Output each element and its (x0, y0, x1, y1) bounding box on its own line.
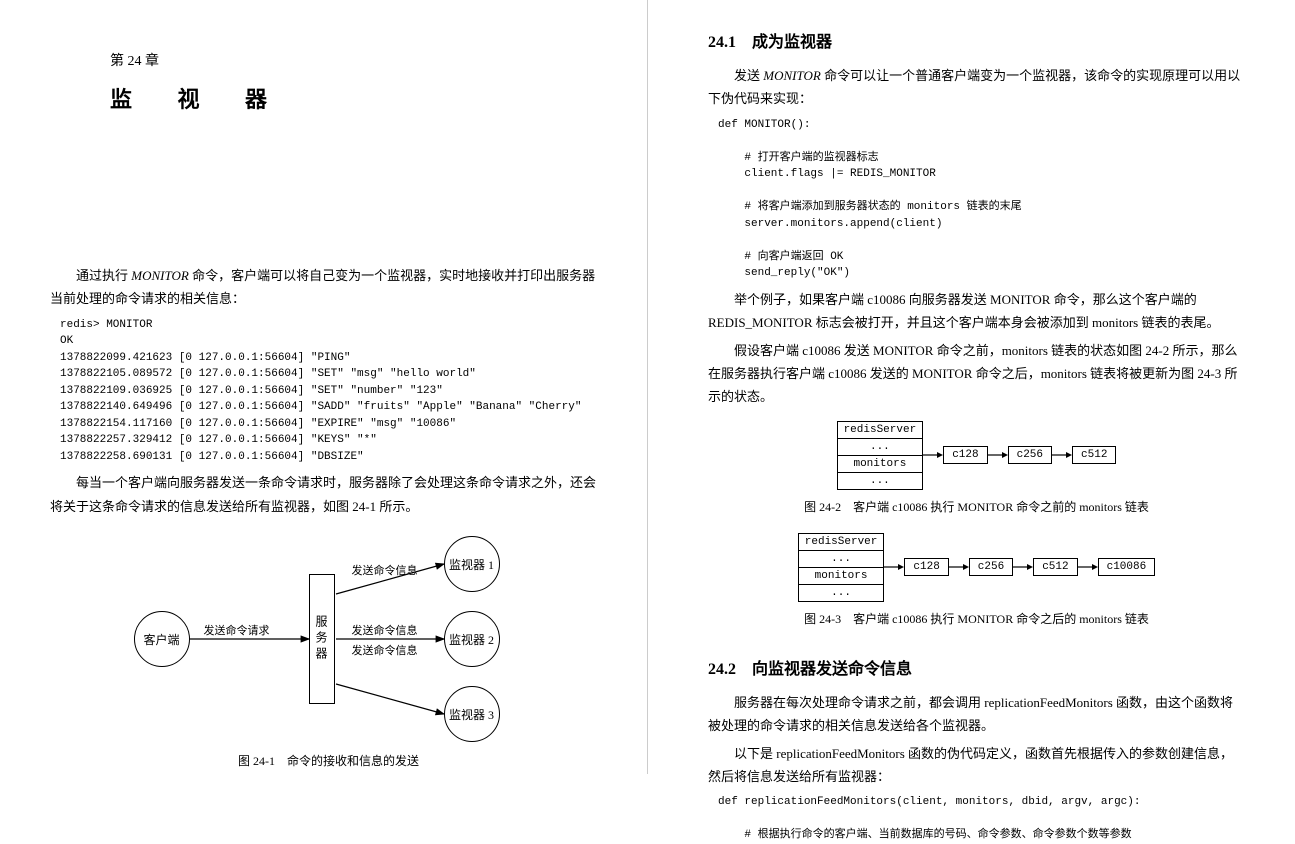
replication-pseudocode: def replicationFeedMonitors(client, moni… (718, 794, 1245, 844)
ll-monitors: monitors (837, 455, 923, 472)
page-left: 第 24 章 监 视 器 通过执行 MONITOR 命令，客户端可以将自己变为一… (0, 0, 647, 774)
ll-node: c10086 (1098, 558, 1156, 576)
arrow-icon (949, 567, 969, 568)
ll-dots: ... (837, 438, 923, 455)
ll-node: c512 (1072, 446, 1116, 464)
intro-paragraph-2: 每当一个客户端向服务器发送一条命令请求时，服务器除了会处理这条命令请求之外，还会… (50, 471, 607, 518)
figure-24-1-caption: 图 24-1 命令的接收和信息的发送 (50, 752, 607, 769)
server-node: 服务器 (309, 574, 335, 704)
monitor-output-code: redis> MONITOR OK 1378822099.421623 [0 1… (60, 317, 607, 466)
ll-header: redisServer (798, 533, 884, 550)
sec1-para2: 举个例子，如果客户端 c10086 向服务器发送 MONITOR 命令，那么这个… (708, 288, 1245, 335)
section-24-1-title: 24.1 成为监视器 (708, 28, 1245, 52)
figure-24-2-diagram: redisServer ... monitors ... c128 c256 c51… (708, 421, 1245, 490)
ll-header: redisServer (837, 421, 923, 438)
page-right: 24.1 成为监视器 发送 MONITOR 命令可以让一个普通客户端变为一个监视… (648, 0, 1295, 774)
info-label-1: 发送命令信息 (352, 562, 418, 578)
arrow-icon (884, 567, 904, 568)
ll-after-nodes: c128 c256 c512 c10086 (884, 558, 1155, 576)
info-label-3: 发送命令信息 (352, 642, 418, 658)
monitor2-node: 监视器 2 (444, 611, 500, 667)
intro-paragraph-1: 通过执行 MONITOR 命令，客户端可以将自己变为一个监视器，实时地接收并打印… (50, 264, 607, 311)
chapter-label: 第 24 章 (110, 50, 607, 70)
section-24-2-title: 24.2 向监视器发送命令信息 (708, 655, 1245, 679)
figure-24-3-caption: 图 24-3 客户端 c10086 执行 MONITOR 命令之后的 monit… (708, 610, 1245, 627)
sec1-para1: 发送 MONITOR 命令可以让一个普通客户端变为一个监视器，该命令的实现原理可… (708, 64, 1245, 111)
ll-before-nodes: c128 c256 c512 (923, 446, 1116, 464)
text: 通过执行 (76, 268, 131, 283)
monitor-cmd: MONITOR (131, 268, 189, 283)
sec2-para1: 服务器在每次处理命令请求之前，都会调用 replicationFeedMonit… (708, 691, 1245, 738)
text: 发送 (734, 68, 763, 83)
info-label-2: 发送命令信息 (352, 622, 418, 638)
redis-server-table: redisServer ... monitors ... (798, 533, 885, 602)
monitor3-node: 监视器 3 (444, 686, 500, 742)
figure-24-1: 客户端 服务器 监视器 1 监视器 2 监视器 3 发送命令请求 发送命令信息 … (50, 534, 607, 769)
sec2-para2: 以下是 replicationFeedMonitors 函数的伪代码定义，函数首… (708, 742, 1245, 789)
arrow-icon (1052, 455, 1072, 456)
ll-dots: ... (798, 584, 884, 601)
ll-dots: ... (837, 472, 923, 489)
ll-dots: ... (798, 550, 884, 567)
redis-server-table: redisServer ... monitors ... (837, 421, 924, 490)
diagram-24-1: 客户端 服务器 监视器 1 监视器 2 监视器 3 发送命令请求 发送命令信息 … (114, 534, 544, 744)
ll-monitors: monitors (798, 567, 884, 584)
ll-node: c256 (1008, 446, 1052, 464)
arrow-icon (923, 455, 943, 456)
figure-24-2-caption: 图 24-2 客户端 c10086 执行 MONITOR 命令之前的 monit… (708, 498, 1245, 515)
chapter-title: 监 视 器 (110, 82, 607, 114)
monitor-cmd: MONITOR (763, 68, 821, 83)
ll-node: c512 (1033, 558, 1077, 576)
figure-24-3-diagram: redisServer ... monitors ... c128 c256 c51… (708, 533, 1245, 602)
monitor-pseudocode: def MONITOR(): # 打开客户端的监视器标志 client.flag… (718, 117, 1245, 282)
monitor1-node: 监视器 1 (444, 536, 500, 592)
arrow-icon (1078, 567, 1098, 568)
arrow-icon (1013, 567, 1033, 568)
ll-node: c128 (943, 446, 987, 464)
req-label: 发送命令请求 (204, 622, 270, 638)
arrow-icon (988, 455, 1008, 456)
ll-node: c256 (969, 558, 1013, 576)
sec1-para3: 假设客户端 c10086 发送 MONITOR 命令之前，monitors 链表… (708, 339, 1245, 409)
client-node: 客户端 (134, 611, 190, 667)
ll-node: c128 (904, 558, 948, 576)
